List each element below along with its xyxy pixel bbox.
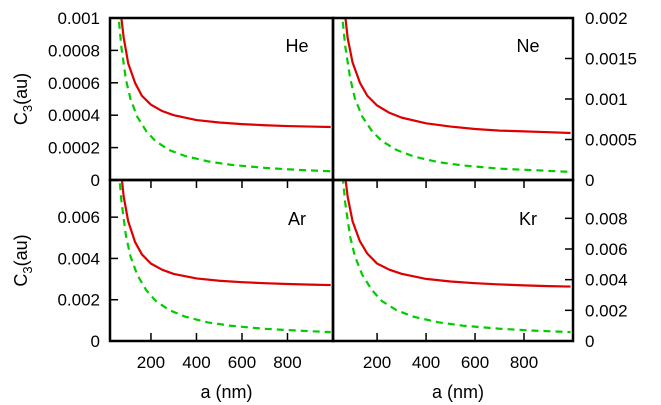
y-tick-label: 0.0008 — [48, 41, 100, 60]
panel-frame — [331, 178, 575, 343]
y-tick-label: 0.0015 — [585, 50, 637, 69]
x-axis-label: a (nm) — [200, 382, 252, 402]
y-axis-label: C3(au) — [11, 234, 35, 286]
x-tick-label: 800 — [510, 353, 538, 372]
y-tick-label: 0.006 — [585, 240, 628, 259]
y-axis-label: C3(au) — [11, 73, 35, 125]
x-tick-label: 400 — [182, 353, 210, 372]
y-tick-label: 0.002 — [57, 291, 100, 310]
dashed-series-line — [341, 18, 571, 173]
y-tick-label: 0.002 — [585, 9, 628, 28]
y-tick-label: 0 — [585, 332, 594, 351]
panel-label: He — [285, 36, 308, 56]
dashed-series-line — [118, 180, 331, 334]
x-tick-label: 400 — [412, 353, 440, 372]
x-axis-label: a (nm) — [432, 382, 484, 402]
panel-kr: 0 0.002 0.004 0.006 0.008 200 400 600 800 Kr a (nm… — [331, 178, 628, 402]
curves — [118, 180, 331, 334]
y-tick-label: 0.0002 — [48, 139, 100, 158]
solid-series-line — [120, 18, 331, 129]
y-tick-label: 0.004 — [585, 271, 628, 290]
panel-frame — [108, 178, 335, 343]
y-tick-label: 0.004 — [57, 249, 100, 268]
solid-series-line — [344, 18, 571, 135]
dashed-series-line — [341, 180, 571, 334]
panel-label: Ar — [288, 209, 306, 229]
x-tick-label: 200 — [363, 353, 391, 372]
y-tick-label: 0.0005 — [585, 131, 637, 150]
y-tick-label: 0 — [91, 332, 100, 351]
x-tick-label: 200 — [137, 353, 165, 372]
y-tick-label: 0.008 — [585, 209, 628, 228]
curves — [117, 18, 331, 173]
y-tick-label: 0.002 — [585, 301, 628, 320]
y-tick-label: 0.006 — [57, 208, 100, 227]
solid-series-line — [344, 180, 571, 288]
y-tick-label: 0.0006 — [48, 74, 100, 93]
dashed-series-line — [117, 18, 331, 173]
y-tick-label: 0 — [585, 171, 594, 190]
panel-ne: 0 0.0005 0.001 0.0015 0.002 Ne — [331, 9, 637, 190]
y-tick-label: 0.0004 — [48, 106, 100, 125]
x-tick-label: 600 — [461, 353, 489, 372]
y-tick-label: 0.001 — [57, 9, 100, 28]
panel-label: Ne — [516, 36, 539, 56]
solid-series-line — [120, 180, 331, 287]
y-tick-label: 0.001 — [585, 90, 628, 109]
y-tick-label: 0 — [91, 171, 100, 190]
panel-he: 0 0.0002 0.0004 0.0006 0.0008 0.001 He C3(au) — [11, 9, 335, 190]
x-tick-label: 600 — [228, 353, 256, 372]
curves — [341, 180, 571, 334]
panel-ar: 0 0.002 0.004 0.006 200 400 600 800 Ar C3(au) a (n… — [11, 178, 335, 402]
chart-panels: 00.00020.00040.00060.00080.001HeC3(au)00… — [11, 9, 637, 402]
curves — [341, 18, 571, 173]
panel-label: Kr — [519, 209, 537, 229]
x-tick-label: 800 — [273, 353, 301, 372]
